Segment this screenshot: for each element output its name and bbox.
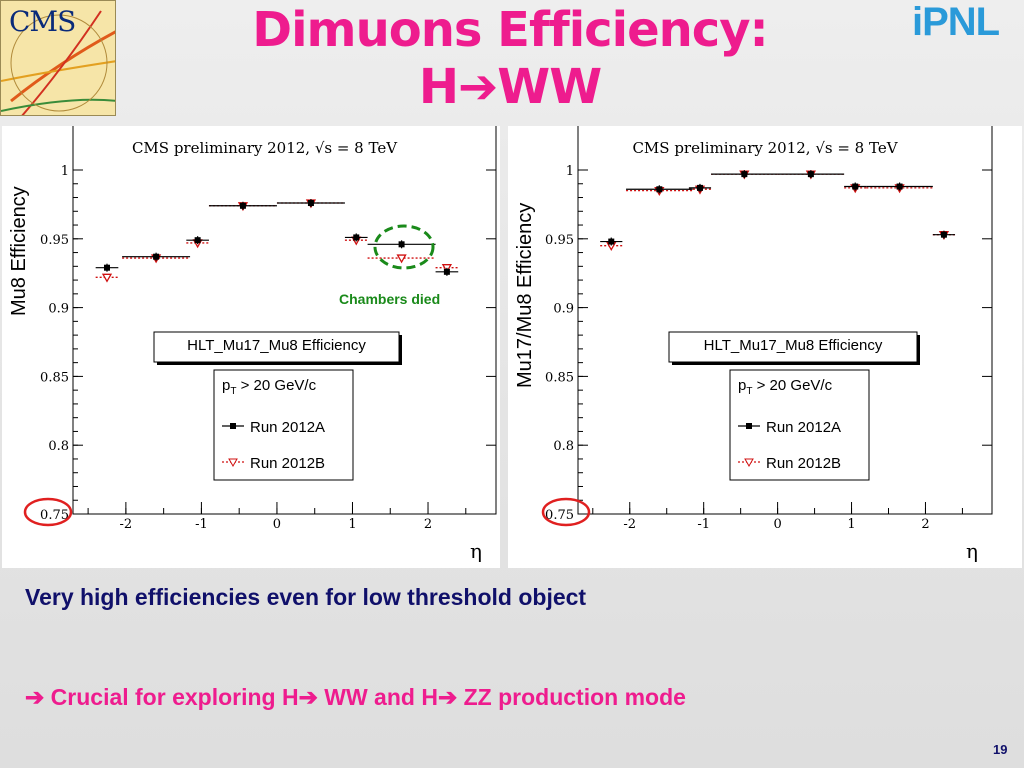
x-tick-label: 0 — [273, 517, 281, 532]
x-tick-label: 2 — [921, 517, 929, 532]
legend-run-2012a-label: Run 2012A — [766, 419, 841, 436]
bullet-efficiency: Very high efficiencies even for low thre… — [25, 584, 587, 610]
run-2012a-point — [741, 171, 748, 178]
legend-cut-text: pT > 20 GeV/c — [222, 377, 317, 397]
run-2012b-point — [101, 273, 113, 283]
legend-box — [213, 369, 354, 481]
slide-title: Dimuons Efficiency: H➔WW — [160, 2, 860, 116]
y-tick-label: 0.8 — [48, 439, 69, 454]
y-tick-label: 0.75 — [545, 508, 574, 523]
plot-title: CMS preliminary 2012, √s = 8 TeV — [132, 139, 398, 157]
cms-logo-graphic — [1, 10, 115, 115]
run-2012a-point — [443, 268, 450, 275]
x-tick-label: 2 — [424, 517, 432, 532]
legend-header-text: HLT_Mu17_Mu8 Efficiency — [187, 337, 366, 354]
x-tick-label: -1 — [195, 517, 208, 532]
x-tick-label: 0 — [773, 517, 781, 532]
run-2012a-point — [807, 171, 814, 178]
x-tick-label: -2 — [623, 517, 636, 532]
page-number: 19 — [993, 742, 1008, 757]
y-tick-label: 0.95 — [40, 233, 69, 248]
cms-logo: CMS — [0, 0, 116, 116]
legend-box — [729, 369, 870, 481]
plot-frame — [577, 126, 993, 515]
x-axis-label: η — [470, 539, 482, 563]
legend-header-text: HLT_Mu17_Mu8 Efficiency — [704, 337, 883, 354]
y-tick-label: 0.95 — [545, 233, 574, 248]
legend-cut-text: pT > 20 GeV/c — [738, 377, 833, 397]
legend-run-2012b-marker — [744, 458, 754, 468]
plot-mu17-mu8-efficiency: CMS preliminary 2012, √s = 8 TeV 0.75 0.8 0… — [508, 126, 1022, 568]
x-tick-label: -1 — [697, 517, 710, 532]
legend-run-2012a-marker — [230, 423, 236, 429]
x-tick-label: -2 — [120, 517, 133, 532]
run-2012a-point — [608, 238, 615, 245]
chambers-died-note: Chambers died — [339, 291, 441, 307]
slide-title-line2: H➔WW — [418, 59, 602, 115]
legend-header-box — [668, 331, 918, 363]
legend-run-2012a-label: Run 2012A — [250, 419, 325, 436]
run-2012a-point — [239, 202, 246, 209]
run-2012a-point — [194, 237, 201, 244]
run-2012a-point — [307, 200, 314, 207]
highlight-circle-red — [541, 497, 591, 527]
plot-mu8-svg: CMS preliminary 2012, √s = 8 TeV 0.75 0.8 0… — [23, 126, 497, 563]
y-tick-label: 0.85 — [545, 370, 574, 385]
ipnl-logo: iPNL — [912, 0, 1000, 44]
slide-title-line1: Dimuons Efficiency: — [252, 2, 769, 58]
y-tick-label: 1 — [566, 164, 574, 179]
legend-header-box — [153, 331, 400, 363]
y-tick-label: 0.8 — [553, 439, 574, 454]
run-2012a-point — [398, 241, 405, 248]
x-tick-label: 1 — [847, 517, 855, 532]
legend-run-2012a-marker — [746, 423, 752, 429]
bullet-production-mode: ➔ Crucial for exploring H➔ WW and H➔ ZZ … — [25, 684, 686, 710]
run-2012a-point — [940, 231, 947, 238]
highlight-circle-green — [373, 224, 435, 270]
y-tick-label: 1 — [61, 164, 69, 179]
run-2012b-point — [396, 254, 407, 264]
y-tick-label: 0.85 — [40, 370, 69, 385]
run-2012a-point — [896, 183, 903, 190]
run-2012a-point — [153, 253, 160, 260]
x-tick-label: 1 — [348, 517, 356, 532]
y-axis-label: Mu17/Mu8 Efficiency — [514, 202, 536, 388]
plot-mu17-mu8-svg: CMS preliminary 2012, √s = 8 TeV 0.75 0.8 0… — [541, 126, 993, 563]
cms-logo-text: CMS — [9, 5, 76, 38]
plot-mu8-efficiency: CMS preliminary 2012, √s = 8 TeV 0.75 0.8 0… — [2, 126, 500, 568]
run-2012a-point — [696, 184, 703, 191]
y-tick-label: 0.75 — [40, 508, 69, 523]
highlight-circle-red — [23, 497, 73, 527]
run-2012a-point — [656, 186, 663, 193]
plot-frame — [72, 126, 497, 515]
legend-run-2012b-label: Run 2012B — [250, 455, 325, 472]
plot-title: CMS preliminary 2012, √s = 8 TeV — [632, 139, 898, 157]
legend-run-2012b-marker — [228, 458, 238, 468]
run-2012a-point — [103, 264, 110, 271]
y-axis-label: Mu8 Efficiency — [8, 186, 30, 316]
x-axis-label: η — [966, 539, 978, 563]
y-tick-label: 0.9 — [553, 302, 574, 317]
y-tick-label: 0.9 — [48, 302, 69, 317]
run-2012a-point — [353, 234, 360, 241]
run-2012a-point — [852, 183, 859, 190]
legend-run-2012b-label: Run 2012B — [766, 455, 841, 472]
